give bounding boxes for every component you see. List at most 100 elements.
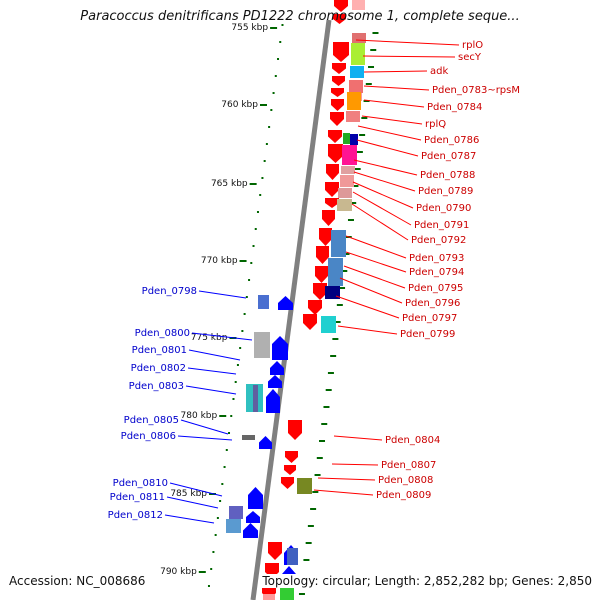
- reverse-gene-arrow[interactable]: [248, 487, 263, 509]
- forward-gene-arrow[interactable]: [268, 542, 282, 560]
- gene-label-pden-0797[interactable]: Pden_0797: [402, 313, 457, 324]
- forward-gene-arrow[interactable]: [325, 182, 339, 197]
- forward-gene-arrow[interactable]: [325, 198, 339, 208]
- forward-gene-arrow[interactable]: [328, 130, 342, 143]
- gene-label-pden-0802[interactable]: Pden_0802: [131, 363, 186, 374]
- gene-label-pden-0786[interactable]: Pden_0786: [424, 135, 479, 146]
- tick-mark: [261, 177, 264, 179]
- gene-feature-block[interactable]: [351, 43, 365, 65]
- gene-feature-block[interactable]: [349, 80, 363, 93]
- forward-gene-arrow[interactable]: [281, 477, 294, 489]
- gene-feature-block[interactable]: [263, 594, 275, 600]
- gene-feature-block[interactable]: [287, 548, 298, 565]
- gene-feature-block[interactable]: [347, 92, 361, 110]
- gene-label-pden-0799[interactable]: Pden_0799: [400, 329, 455, 340]
- gene-feature-block[interactable]: [253, 385, 258, 412]
- gene-label-pden-0784[interactable]: Pden_0784: [427, 102, 482, 113]
- gene-feature-block[interactable]: [341, 166, 355, 174]
- gene-label-pden-0812[interactable]: Pden_0812: [108, 510, 163, 521]
- forward-gene-arrow[interactable]: [328, 144, 343, 163]
- gene-label-pden-0796[interactable]: Pden_0796: [405, 298, 460, 309]
- gene-label-pden-0793[interactable]: Pden_0793: [409, 253, 464, 264]
- gene-label-pden-0804[interactable]: Pden_0804: [385, 435, 440, 446]
- gene-label-pden-0795[interactable]: Pden_0795: [408, 283, 463, 294]
- gene-feature-block[interactable]: [350, 134, 358, 145]
- reverse-gene-arrow[interactable]: [243, 523, 258, 538]
- forward-gene-arrow[interactable]: [330, 112, 344, 126]
- gene-feature-block[interactable]: [352, 33, 366, 43]
- forward-gene-arrow[interactable]: [332, 76, 345, 86]
- gene-label-pden-0791[interactable]: Pden_0791: [414, 220, 469, 231]
- gene-label-pden-0790[interactable]: Pden_0790: [416, 203, 471, 214]
- gene-feature-block[interactable]: [328, 258, 343, 286]
- gene-feature-block[interactable]: [340, 175, 354, 187]
- label-leader-line: [187, 367, 237, 375]
- reverse-gene-arrow[interactable]: [272, 336, 288, 360]
- forward-gene-arrow[interactable]: [333, 14, 346, 24]
- gene-feature-block[interactable]: [321, 316, 336, 333]
- reverse-gene-arrow[interactable]: [259, 436, 272, 449]
- gene-label-pden-0805[interactable]: Pden_0805: [124, 415, 179, 426]
- gene-label-pden-0787[interactable]: Pden_0787: [421, 151, 476, 162]
- gene-label-pden-0788[interactable]: Pden_0788: [420, 170, 475, 181]
- gene-feature-block[interactable]: [352, 0, 365, 10]
- forward-gene-arrow[interactable]: [316, 246, 329, 264]
- gene-feature-block[interactable]: [226, 519, 241, 533]
- forward-gene-arrow[interactable]: [331, 99, 344, 111]
- forward-gene-arrow[interactable]: [322, 210, 335, 226]
- forward-gene-arrow[interactable]: [285, 451, 298, 463]
- gene-feature-block[interactable]: [337, 199, 352, 211]
- gene-label-rplo[interactable]: rplO: [462, 40, 483, 51]
- forward-gene-arrow[interactable]: [319, 228, 332, 246]
- gene-label-pden-0789[interactable]: Pden_0789: [418, 186, 473, 197]
- gene-label-adk[interactable]: adk: [430, 66, 448, 77]
- label-leader-line: [166, 496, 219, 509]
- gene-label-pden-0783-rpsm[interactable]: Pden_0783~rpsM: [432, 85, 520, 96]
- gene-label-pden-0798[interactable]: Pden_0798: [142, 286, 197, 297]
- gene-label-pden-0807[interactable]: Pden_0807: [381, 460, 436, 471]
- gene-label-pden-0810[interactable]: Pden_0810: [113, 478, 168, 489]
- gene-label-pden-0801[interactable]: Pden_0801: [132, 345, 187, 356]
- gene-label-pden-0811[interactable]: Pden_0811: [110, 492, 165, 503]
- gene-feature-block[interactable]: [297, 478, 312, 494]
- gene-label-pden-0808[interactable]: Pden_0808: [378, 475, 433, 486]
- reverse-gene-arrow[interactable]: [278, 296, 293, 310]
- gene-feature-block[interactable]: [346, 111, 360, 122]
- scale-label: 790 kbp: [160, 567, 197, 577]
- reverse-gene-arrow[interactable]: [268, 375, 282, 388]
- forward-gene-arrow[interactable]: [315, 266, 328, 283]
- forward-gene-arrow[interactable]: [308, 300, 322, 315]
- gene-label-pden-0794[interactable]: Pden_0794: [409, 267, 464, 278]
- gene-feature-block[interactable]: [254, 332, 270, 358]
- gene-feature-block[interactable]: [338, 188, 352, 198]
- gene-feature-block[interactable]: [242, 435, 255, 440]
- label-leader-line: [333, 435, 383, 441]
- forward-gene-arrow[interactable]: [288, 420, 302, 440]
- gene-feature-block[interactable]: [258, 295, 269, 309]
- gene-label-pden-0803[interactable]: Pden_0803: [129, 381, 184, 392]
- forward-gene-arrow[interactable]: [326, 164, 339, 180]
- reverse-gene-arrow[interactable]: [246, 511, 260, 523]
- gene-label-pden-0792[interactable]: Pden_0792: [411, 235, 466, 246]
- reverse-gene-arrow[interactable]: [266, 389, 280, 413]
- forward-gene-arrow[interactable]: [331, 88, 344, 97]
- tick-mark: [245, 296, 248, 298]
- gene-label-pden-0809[interactable]: Pden_0809: [376, 490, 431, 501]
- gene-feature-block[interactable]: [229, 506, 243, 519]
- gene-label-pden-0806[interactable]: Pden_0806: [121, 431, 176, 442]
- reverse-gene-arrow[interactable]: [270, 361, 284, 375]
- forward-gene-arrow[interactable]: [284, 465, 296, 475]
- forward-gene-arrow[interactable]: [332, 63, 346, 74]
- forward-gene-arrow[interactable]: [333, 42, 349, 62]
- gene-label-rplq[interactable]: rplQ: [425, 119, 446, 130]
- gene-label-secy[interactable]: secY: [458, 52, 482, 63]
- gene-feature-block[interactable]: [342, 145, 357, 165]
- gene-feature-block[interactable]: [343, 133, 350, 144]
- gene-feature-block[interactable]: [350, 66, 364, 78]
- forward-gene-arrow[interactable]: [334, 0, 348, 12]
- forward-gene-arrow[interactable]: [313, 283, 327, 300]
- forward-gene-arrow[interactable]: [303, 314, 317, 330]
- gene-feature-block[interactable]: [331, 230, 346, 257]
- gene-label-pden-0800[interactable]: Pden_0800: [135, 328, 190, 339]
